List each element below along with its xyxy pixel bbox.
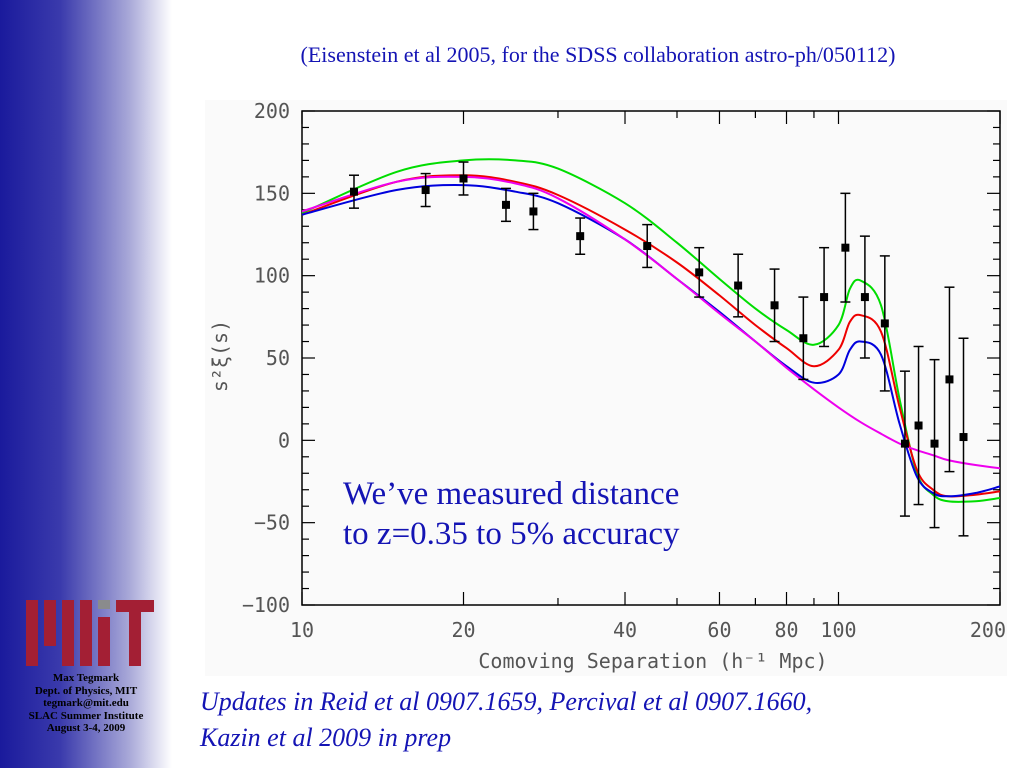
x-axis-label: Comoving Separation (h⁻¹ Mpc) bbox=[478, 649, 827, 673]
model-curve-3 bbox=[302, 175, 1000, 470]
data-point bbox=[930, 439, 939, 448]
y-axis-label: s²ξ(s) bbox=[208, 320, 232, 392]
footnote-line-2: Kazin et al 2009 in prep bbox=[200, 723, 452, 752]
data-point bbox=[529, 207, 538, 216]
credit-date: August 3-4, 2009 bbox=[46, 722, 126, 734]
x-tick-label: 10 bbox=[290, 618, 314, 642]
data-point bbox=[770, 301, 779, 310]
mit-logo bbox=[26, 600, 154, 666]
credit-event: SLAC Summer Institute bbox=[28, 709, 144, 722]
x-tick-label: 20 bbox=[451, 618, 475, 642]
sidebar: Max Tegmark Dept. of Physics, MIT tegmar… bbox=[0, 0, 172, 768]
y-tick-label: 0 bbox=[278, 428, 290, 452]
model-curve-2 bbox=[302, 184, 1000, 498]
mit-logo-bar bbox=[129, 612, 141, 666]
model-curve-0 bbox=[302, 158, 1000, 503]
data-point bbox=[959, 433, 968, 442]
data-point bbox=[459, 174, 468, 183]
mit-logo-bar bbox=[116, 600, 154, 612]
callout-text: We’ve measured distance to z=0.35 to 5% … bbox=[343, 474, 680, 554]
x-tick-label: 100 bbox=[820, 618, 856, 642]
data-point bbox=[695, 268, 704, 277]
author-credits: Max Tegmark Dept. of Physics, MIT tegmar… bbox=[0, 672, 172, 735]
data-point bbox=[643, 242, 652, 251]
x-tick-label: 80 bbox=[774, 618, 798, 642]
data-point bbox=[349, 187, 358, 196]
mit-logo-bar bbox=[80, 600, 92, 666]
data-point bbox=[576, 232, 585, 241]
y-tick-label: −100 bbox=[242, 593, 290, 617]
data-point bbox=[820, 293, 829, 302]
credit-dept: Dept. of Physics, MIT bbox=[34, 684, 138, 697]
data-point bbox=[734, 281, 743, 290]
data-point bbox=[900, 439, 909, 448]
footnote-line-1: Updates in Reid et al 0907.1659, Perciva… bbox=[200, 687, 813, 716]
credit-email: tegmark@mit.edu bbox=[43, 697, 129, 709]
y-tick-label: 200 bbox=[254, 99, 290, 123]
credit-name: Max Tegmark bbox=[52, 672, 120, 684]
mit-logo-bar bbox=[98, 617, 110, 666]
y-tick-label: 50 bbox=[266, 346, 290, 370]
x-tick-label: 60 bbox=[707, 618, 731, 642]
mit-logo-bar bbox=[44, 600, 56, 646]
x-tick-label: 200 bbox=[970, 618, 1006, 642]
mit-logo-bar bbox=[26, 600, 38, 666]
mit-logo-bar bbox=[62, 600, 74, 666]
x-tick-label: 40 bbox=[613, 618, 637, 642]
model-curve-1 bbox=[302, 174, 1000, 498]
data-point bbox=[501, 200, 510, 209]
data-point bbox=[880, 319, 889, 328]
data-point bbox=[945, 375, 954, 384]
callout-line-1: We’ve measured distance bbox=[343, 476, 680, 512]
y-tick-label: 100 bbox=[254, 264, 290, 288]
citation: (Eisenstein et al 2005, for the SDSS col… bbox=[300, 42, 896, 67]
callout-line-2: to z=0.35 to 5% accuracy bbox=[343, 516, 680, 552]
data-point bbox=[421, 186, 430, 195]
y-tick-label: −50 bbox=[254, 511, 290, 535]
data-point bbox=[799, 334, 808, 343]
data-point bbox=[914, 421, 923, 430]
y-tick-label: 150 bbox=[254, 181, 290, 205]
data-point bbox=[860, 293, 869, 302]
footnote: Updates in Reid et al 0907.1659, Perciva… bbox=[200, 684, 812, 756]
mit-logo-bar bbox=[98, 600, 110, 609]
data-point bbox=[841, 243, 850, 252]
